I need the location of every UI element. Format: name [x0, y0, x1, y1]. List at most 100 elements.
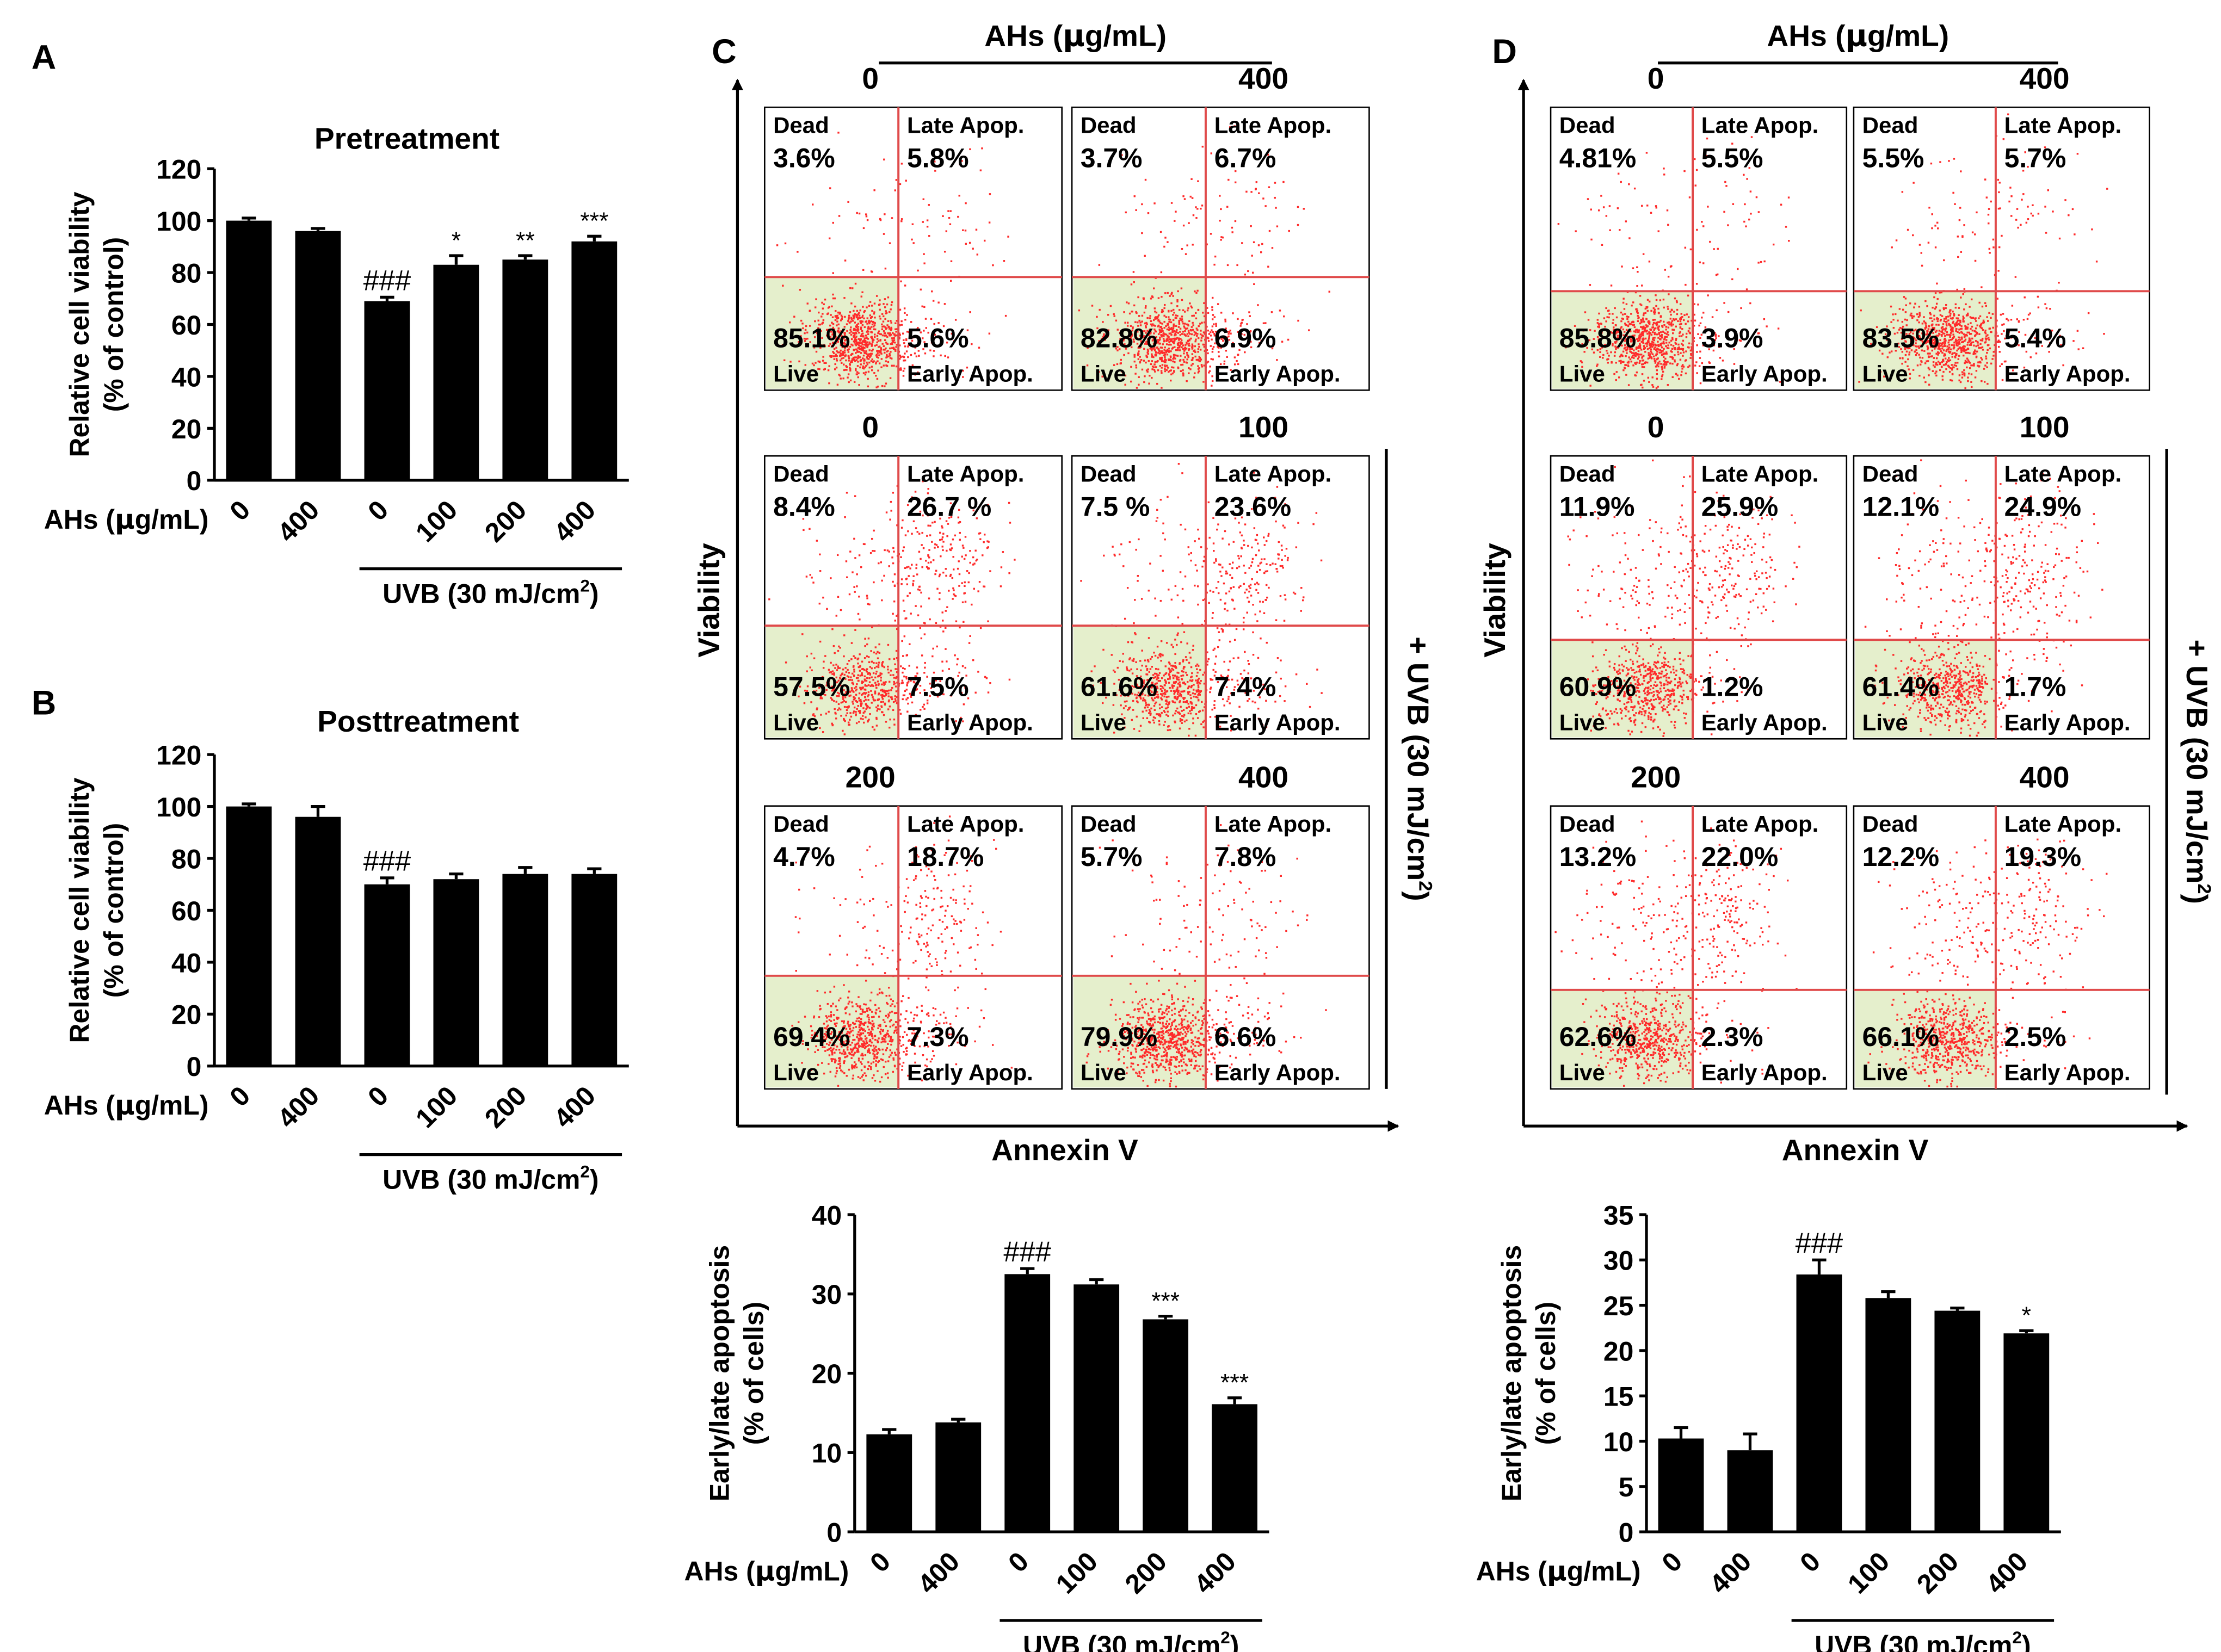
- x-axis-label: AHs (μg/mL): [1476, 1555, 1641, 1587]
- scatter-plot: 0 Dead 4.81% Late Apop. 5.5% 85.8% Live 3.9% Ear…: [1550, 61, 1848, 391]
- early-apop-percent: 5.6%: [907, 323, 969, 354]
- y-tick-label: 60: [171, 896, 201, 926]
- x-axis-label-suffix: g/mL): [135, 504, 209, 535]
- live-label: Live: [773, 1060, 819, 1085]
- dead-label: Dead: [1081, 811, 1137, 837]
- early-apop-percent: 7.4%: [1214, 671, 1276, 702]
- panel-labels: A B C D: [32, 33, 1517, 722]
- y-tick-label: 10: [1603, 1427, 1634, 1457]
- early-apop-percent: 3.9%: [1701, 323, 1763, 354]
- early-apop-percent: 2.5%: [2004, 1022, 2066, 1052]
- greek-mu: μ: [1845, 18, 1867, 53]
- dead-percent: 4.7%: [773, 842, 835, 872]
- x-axis-label-prefix: AHs (: [1476, 1556, 1547, 1586]
- early-apop-percent: 1.2%: [1701, 671, 1763, 702]
- y-axis-label: (% of cells): [739, 1302, 769, 1445]
- scatter-plot: 200 Dead 13.2% Late Apop. 22.0% 62.6% Live 2.3%…: [1550, 760, 1848, 1090]
- live-percent: 60.9%: [1559, 671, 1636, 702]
- y-axis-label: Early/late apoptosis: [1496, 1245, 1527, 1501]
- superscript-2: 2: [1415, 881, 1435, 891]
- live-label: Live: [1081, 361, 1126, 387]
- greek-mu: μ: [115, 1090, 135, 1121]
- dead-label: Dead: [1559, 811, 1615, 837]
- y-tick-label: 25: [1603, 1291, 1634, 1321]
- y-tick-label: 40: [171, 362, 201, 392]
- dose-label: 0: [1648, 410, 1664, 444]
- event-dots: [1084, 824, 1327, 1088]
- live-label: Live: [773, 361, 819, 387]
- x-axis-label: AHs (μg/mL): [684, 1555, 849, 1587]
- live-percent: 61.4%: [1862, 671, 1939, 702]
- dead-label: Dead: [1559, 113, 1615, 138]
- y-tick-label: 0: [187, 1051, 202, 1082]
- dead-label: Dead: [1862, 461, 1918, 486]
- bar: [1727, 1450, 1773, 1532]
- y-tick-label: 100: [156, 206, 201, 237]
- greek-mu: μ: [755, 1555, 775, 1587]
- bar: [364, 301, 410, 480]
- live-label: Live: [1081, 710, 1126, 735]
- late-apop-percent: 5.8%: [907, 143, 969, 174]
- bar: [226, 806, 272, 1066]
- uvb-side-text: + UVB (30 mJ/cm: [1401, 636, 1435, 881]
- dose-label: 200: [846, 760, 896, 794]
- late-apop-label: Late Apop.: [2004, 461, 2122, 486]
- late-apop-label: Late Apop.: [907, 461, 1025, 486]
- bar: [1934, 1310, 1981, 1532]
- flow-panel-d: AHs (μg/mL) Annexin V Viability + UVB (30 m…: [1478, 18, 2214, 1167]
- live-percent: 61.6%: [1081, 671, 1157, 702]
- chart-title: Posttreatment: [317, 704, 519, 738]
- early-apop-label: Early Apop.: [1701, 710, 1828, 735]
- bar-chart-a: Pretreatment 0 20 40 60 80 100 120 Relative cell…: [44, 121, 629, 609]
- late-apop-label: Late Apop.: [2004, 811, 2122, 837]
- live-label: Live: [1862, 1060, 1908, 1085]
- early-apop-percent: 7.5%: [907, 671, 969, 702]
- dead-percent: 12.2%: [1862, 842, 1939, 872]
- late-apop-percent: 5.7%: [2004, 143, 2066, 174]
- dead-percent: 3.7%: [1081, 143, 1143, 174]
- significance-mark: *: [452, 227, 461, 254]
- early-apop-percent: 6.6%: [1214, 1022, 1276, 1052]
- y-tick-label: 20: [1603, 1336, 1634, 1366]
- x-axis-label-suffix: g/mL): [135, 1090, 209, 1121]
- uvb-group-text: UVB (30 mJ/cm: [382, 579, 580, 609]
- scatter-plot: 0 Dead 11.9% Late Apop. 25.9% 60.9% Live 1.2% Ea…: [1550, 410, 1848, 740]
- uvb-group-text: UVB (30 mJ/cm: [1815, 1630, 2012, 1652]
- event-dots: [1078, 125, 1330, 389]
- superscript-2: 2: [2194, 884, 2214, 894]
- dose-label: 100: [2020, 410, 2070, 444]
- ahs-header-suffix: g/mL): [1085, 18, 1167, 52]
- plot-frame: [1550, 455, 1848, 740]
- y-tick-label: 120: [156, 740, 201, 771]
- late-apop-percent: 25.9%: [1701, 491, 1778, 522]
- early-apop-label: Early Apop.: [1701, 1060, 1828, 1085]
- uvb-group-label: UVB (30 mJ/cm2): [382, 1162, 599, 1195]
- event-dots: [1864, 459, 2103, 737]
- event-dots: [1554, 820, 1798, 1087]
- ahs-header-prefix: AHs (: [1767, 18, 1846, 52]
- y-axis-label: Relative cell viability: [64, 777, 95, 1043]
- live-percent: 62.6%: [1559, 1022, 1636, 1052]
- bar: [433, 264, 479, 480]
- scatter-plot: 400 Dead 3.7% Late Apop. 6.7% 82.8% Live 6.9% Ea…: [1071, 61, 1370, 391]
- early-apop-label: Early Apop.: [907, 361, 1033, 387]
- x-axis-label-suffix: g/mL): [1567, 1556, 1641, 1586]
- early-apop-percent: 1.7%: [2004, 671, 2066, 702]
- bar: [935, 1422, 982, 1532]
- early-apop-percent: 6.9%: [1214, 323, 1276, 354]
- dose-label: 400: [1238, 61, 1288, 95]
- live-label: Live: [773, 710, 819, 735]
- late-apop-label: Late Apop.: [1701, 113, 1819, 138]
- y-tick-label: 10: [812, 1438, 842, 1469]
- viability-axis-label: Viability: [1478, 543, 1511, 658]
- y-tick-label: 80: [171, 258, 201, 288]
- y-tick-label: 35: [1603, 1200, 1634, 1230]
- uvb-group-close: ): [590, 1165, 599, 1195]
- y-axis-label: Early/late apoptosis: [705, 1245, 735, 1501]
- dead-percent: 5.5%: [1862, 143, 1924, 174]
- dead-percent: 8.4%: [773, 491, 835, 522]
- uvb-side-text: + UVB (30 mJ/cm: [2180, 639, 2214, 883]
- early-apop-label: Early Apop.: [1214, 1060, 1341, 1085]
